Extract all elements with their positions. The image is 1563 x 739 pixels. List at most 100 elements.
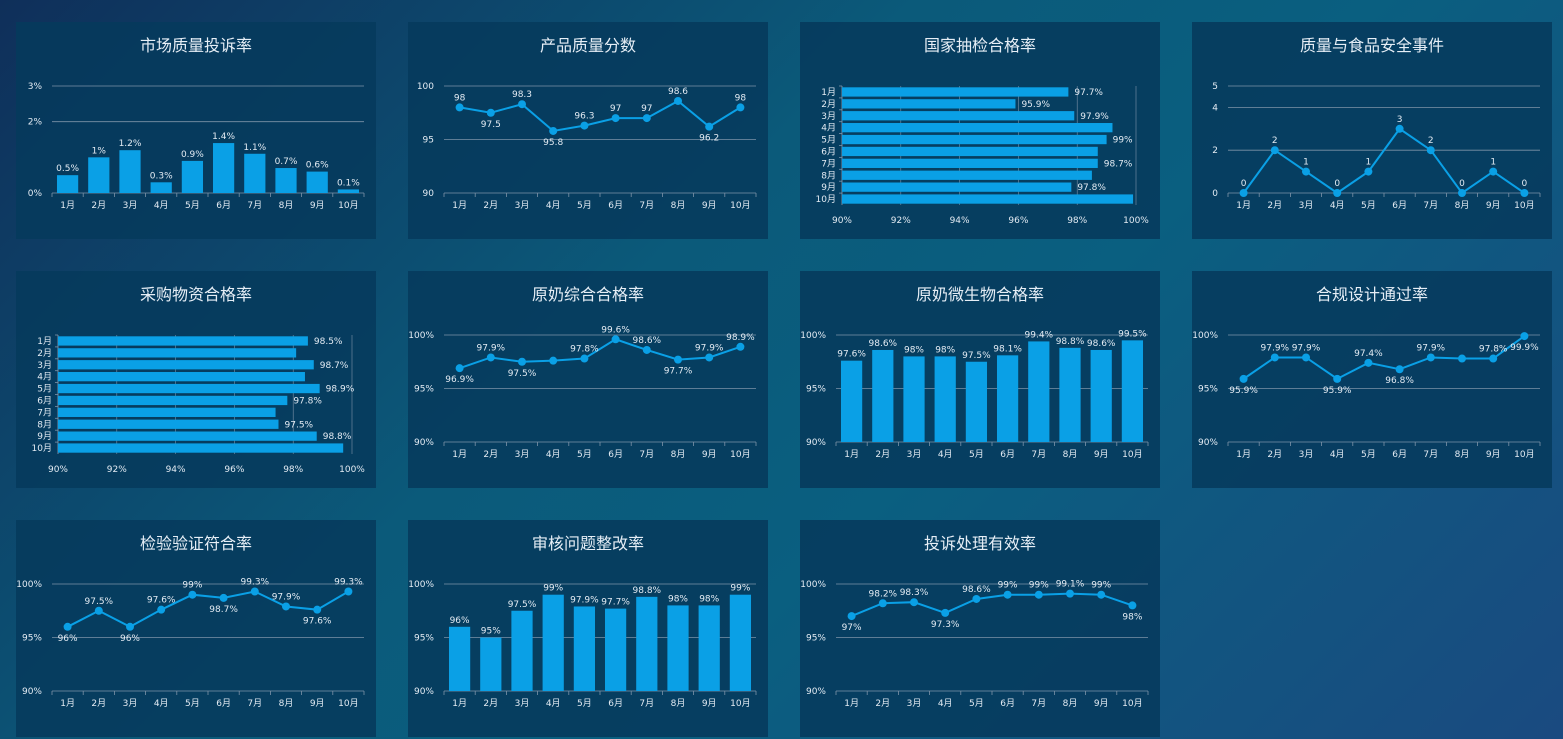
x-tick-label: 94%	[166, 465, 186, 475]
data-label: 98.7%	[209, 605, 238, 615]
x-tick-label: 4月	[546, 449, 561, 460]
chart-title: 产品质量分数	[539, 36, 636, 55]
data-point	[549, 126, 558, 135]
bar	[842, 111, 1075, 121]
data-label: 97.5%	[508, 369, 537, 379]
y-tick-label: 95%	[806, 385, 826, 395]
series-line	[459, 338, 741, 370]
x-tick-label: 10月	[1514, 449, 1534, 460]
data-point	[219, 593, 228, 602]
bar	[58, 443, 344, 453]
data-label: 99.5%	[1118, 329, 1147, 339]
data-label: 98%	[904, 345, 924, 355]
bar	[181, 160, 204, 193]
y-tick-label: 90	[423, 189, 435, 199]
x-tick-label: 3月	[123, 200, 138, 211]
x-tick-label: 6月	[1392, 200, 1407, 211]
data-label: 0.7%	[275, 157, 298, 167]
x-tick-label: 8月	[671, 200, 686, 211]
x-tick-label: 4月	[154, 200, 169, 211]
data-label: 98.8%	[323, 432, 352, 442]
y-tick-label: 6月	[821, 146, 836, 157]
bar	[842, 123, 1113, 133]
data-label: 95.9%	[1229, 386, 1258, 396]
x-tick-label: 1月	[452, 449, 467, 460]
data-label: 96.3	[574, 112, 594, 122]
data-label: 95.9%	[1021, 100, 1050, 110]
data-point	[1426, 353, 1435, 362]
data-label: 96.9%	[445, 375, 474, 385]
series-line	[1242, 127, 1525, 195]
y-tick-label: 95%	[414, 634, 434, 644]
data-label: 98.7%	[1104, 159, 1133, 169]
data-point	[674, 355, 682, 364]
bar	[306, 171, 328, 193]
chart-title: 国家抽检合格率	[923, 36, 1036, 55]
data-label: 99%	[730, 584, 750, 594]
bar	[244, 153, 266, 193]
bar	[58, 372, 305, 382]
chart-svg: 0% 2% 3% 1月 2月 3月 4月 5月 6月 7月 8月 9月 10月 0.5% 1% 1.2% 0.3…	[28, 82, 365, 211]
x-tick-label: 5月	[969, 698, 984, 709]
data-label: 98.1%	[993, 344, 1022, 354]
x-tick-label: 7月	[247, 200, 262, 211]
bar	[729, 594, 752, 691]
panel-raw-milk-overall-rate: 原奶综合合格率 90% 95% 100% 1月 2月 3月 4月 5月 6月 7月 8月 9月 10月 96…	[408, 271, 768, 488]
x-tick-label: 1月	[844, 698, 859, 709]
bar	[448, 626, 471, 691]
panel-purchase-material-rate: 采购物资合格率 90% 92% 94% 96% 98% 100% 1月 98.5% 2月 3月 98.…	[16, 271, 376, 488]
x-tick-label: 9月	[1094, 698, 1109, 709]
y-tick-label: 2月	[821, 99, 836, 110]
data-point	[549, 356, 558, 365]
y-tick-label: 95%	[806, 634, 826, 644]
bar	[872, 349, 894, 442]
y-tick-label: 5月	[821, 135, 836, 146]
x-tick-label: 3月	[123, 698, 138, 709]
panel-food-safety-events: 质量与食品安全事件 0 2 4 5 1月 2月 3月 4月 5月 6月 7月 8月 9月 10月 0 2 1 0 1 3…	[1192, 22, 1552, 239]
x-tick-label: 8月	[1063, 449, 1078, 460]
data-label: 98%	[1122, 612, 1142, 622]
data-label: 97.9%	[1292, 343, 1321, 353]
x-tick-label: 2月	[483, 200, 498, 211]
data-label: 98.3%	[900, 588, 929, 598]
x-tick-label: 6月	[1392, 449, 1407, 460]
data-label: 97.9%	[477, 343, 506, 353]
data-label: 96%	[120, 634, 140, 644]
bar	[842, 87, 1069, 97]
data-point	[1333, 374, 1342, 383]
data-label: 98.9%	[726, 333, 755, 343]
data-point	[642, 114, 651, 123]
data-label: 97.3%	[931, 620, 960, 630]
data-label: 0.6%	[306, 161, 329, 171]
x-tick-label: 96%	[1008, 216, 1028, 226]
data-label: 98.6%	[869, 339, 898, 349]
y-tick-label: 1月	[821, 87, 836, 98]
x-tick-label: 5月	[577, 698, 592, 709]
chart-title: 质量与食品安全事件	[1299, 36, 1444, 55]
x-tick-label: 10月	[1122, 449, 1142, 460]
bar	[573, 606, 596, 691]
y-tick-label: 0	[1212, 189, 1218, 199]
x-tick-label: 5月	[1361, 449, 1376, 460]
x-tick-label: 8月	[279, 200, 294, 211]
data-point	[1489, 354, 1498, 363]
x-tick-label: 7月	[1031, 698, 1046, 709]
y-tick-label: 4月	[821, 123, 836, 134]
data-point	[1239, 189, 1248, 197]
data-point	[344, 587, 353, 596]
data-point	[455, 103, 464, 112]
data-label: 1	[1366, 158, 1372, 168]
data-point	[642, 345, 651, 354]
data-label: 97.9%	[570, 595, 599, 605]
chart-svg: 90% 92% 94% 96% 98% 100% 1月 97.7% 2月 95.9% 3月 97.9%…	[816, 85, 1149, 226]
x-tick-label: 2月	[1267, 449, 1282, 460]
y-tick-label: 2%	[28, 118, 43, 128]
data-label: 99%	[1091, 581, 1111, 591]
data-label: 99.9%	[1510, 343, 1539, 353]
y-tick-label: 3月	[821, 111, 836, 122]
bar	[212, 143, 235, 193]
data-point	[486, 108, 495, 117]
y-tick-label: 5月	[37, 384, 52, 395]
x-tick-label: 9月	[1094, 449, 1109, 460]
data-label: 1.1%	[243, 143, 266, 153]
